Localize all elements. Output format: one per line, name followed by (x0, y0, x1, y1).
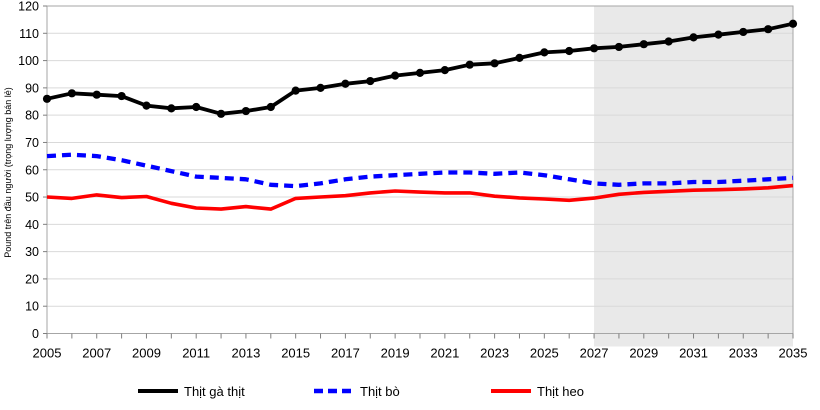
y-tick-label: 0 (32, 327, 39, 341)
red-solid-line-swatch (491, 389, 531, 393)
data-point-marker (515, 53, 524, 62)
data-point-marker (739, 27, 748, 37)
y-tick-label: 110 (19, 27, 39, 41)
data-point-marker (589, 44, 599, 53)
x-tick-label: 2013 (231, 346, 260, 361)
data-point-marker (92, 90, 101, 99)
y-tick-label: 60 (25, 163, 39, 177)
x-tick-label: 2031 (679, 346, 708, 361)
y-tick-label: 120 (18, 0, 39, 14)
y-tick-label: 70 (25, 136, 39, 150)
y-axis-title: Pound trên đầu người (trọng lượng bán lẻ… (3, 87, 13, 258)
data-point-marker (316, 83, 325, 92)
data-point-marker (117, 91, 126, 101)
data-point-marker (440, 66, 449, 75)
legend-label-broiler: Thịt gà thịt (184, 383, 245, 399)
series-line-1 (46, 152, 794, 189)
data-point-marker (664, 37, 673, 46)
x-tick-label: 2025 (530, 346, 559, 361)
chart-legend: Thịt gà thịt Thịt bò Thịt heo (0, 380, 820, 408)
data-point-marker (764, 25, 773, 34)
data-point-marker (490, 59, 499, 68)
x-tick-label: 2035 (779, 346, 808, 361)
x-tick-label: 2023 (480, 346, 509, 361)
data-point-marker (67, 89, 76, 98)
y-tick-label: 20 (25, 272, 39, 286)
black-solid-line-swatch (138, 389, 178, 393)
data-point-marker (192, 102, 201, 112)
y-tick-label: 40 (25, 218, 39, 232)
data-point-marker (266, 102, 275, 112)
data-point-marker (366, 76, 375, 86)
y-tick-label: 90 (25, 81, 39, 95)
data-point-marker (614, 42, 624, 52)
data-point-marker (167, 104, 176, 113)
x-tick-label: 2027 (580, 346, 609, 361)
x-tick-label: 2029 (629, 346, 658, 361)
data-point-marker (415, 68, 425, 77)
y-tick-label: 100 (18, 54, 39, 68)
data-point-marker (142, 101, 151, 110)
data-point-marker (216, 109, 226, 118)
data-point-marker (291, 86, 300, 95)
meat-consumption-chart: 0 10 20 30 40 50 60 70 80 90 100 110 120 2005 2007 2009… (3, 0, 808, 361)
x-tick-label: 2011 (182, 346, 210, 361)
x-tick-label: 2019 (381, 346, 410, 361)
y-tick-label: 10 (25, 300, 39, 314)
blue-dashed-line-swatch (314, 388, 354, 394)
legend-item-pork: Thịt heo (490, 380, 584, 402)
x-tick-label: 2007 (82, 346, 111, 361)
y-tick-label: 50 (25, 191, 39, 205)
data-point-marker (241, 106, 251, 116)
chart-plot-area: 0 10 20 30 40 50 60 70 80 90 100 110 120 2005 2007 2009… (18, 0, 808, 361)
data-point-marker (540, 48, 549, 57)
data-point-marker (565, 46, 574, 56)
series-line-2 (46, 183, 794, 211)
y-tick-label: 80 (25, 109, 39, 123)
legend-item-beef: Thịt bò (313, 380, 400, 402)
data-point-marker (465, 60, 474, 69)
legend-label-beef: Thịt bò (360, 383, 400, 399)
x-tick-label: 2021 (430, 346, 459, 361)
data-point-marker (714, 30, 723, 39)
x-tick-label: 2015 (281, 346, 310, 361)
x-tick-label: 2009 (132, 346, 161, 361)
x-tick-label: 2033 (729, 346, 758, 361)
legend-item-broiler: Thịt gà thịt (137, 380, 245, 402)
data-point-marker (341, 79, 350, 88)
legend-label-pork: Thịt heo (537, 383, 584, 399)
data-point-marker (391, 71, 400, 80)
x-tick-label: 2005 (33, 346, 62, 361)
data-point-marker (689, 33, 698, 42)
data-point-marker (788, 19, 798, 28)
y-tick-label: 30 (25, 245, 39, 259)
data-point-marker (639, 40, 648, 49)
x-tick-label: 2017 (331, 346, 360, 361)
forecast-shaded-region (594, 6, 793, 347)
data-point-marker (42, 94, 52, 103)
